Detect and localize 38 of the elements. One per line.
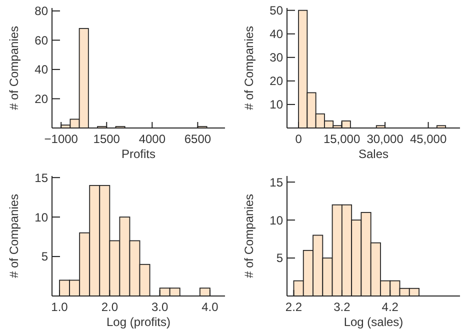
y-tick-label: 20 xyxy=(34,92,48,106)
x-tick-label: 15,000 xyxy=(323,132,360,146)
x-axis-title: Profits xyxy=(121,147,156,161)
y-tick-label: 15 xyxy=(34,170,48,185)
x-tick-label: 4000 xyxy=(138,132,166,146)
y-tick-label: 40 xyxy=(34,62,48,77)
y-axis-title: # of Companies xyxy=(242,26,256,110)
x-axis-title: Sales xyxy=(358,147,389,161)
x-tick-label: 4.2 xyxy=(382,300,399,314)
x-tick-label: 45,000 xyxy=(410,132,447,146)
y-tick-label: 5 xyxy=(41,250,48,264)
y-tick-label: 50 xyxy=(270,4,284,18)
y-axis-title: # of Companies xyxy=(7,194,21,278)
x-tick-label: 30,000 xyxy=(366,132,404,146)
x-axis-title: Log (sales) xyxy=(344,315,404,329)
x-tick-label: 3.2 xyxy=(334,300,351,314)
y-tick-label: 40 xyxy=(270,27,284,42)
x-tick-label: 3.0 xyxy=(151,300,168,314)
y-tick-label: 10 xyxy=(270,98,284,112)
y-tick-label: 20 xyxy=(270,74,284,88)
y-tick-label: 60 xyxy=(34,33,48,48)
y-axis-title: # of Companies xyxy=(242,194,256,278)
x-tick-label: 2.2 xyxy=(285,300,302,314)
y-tick-label: 10 xyxy=(34,210,48,224)
x-tick-label: 2.0 xyxy=(101,300,118,314)
x-tick-label: 0 xyxy=(295,132,302,146)
y-tick-label: 30 xyxy=(270,50,284,65)
x-tick-label: −1000 xyxy=(44,132,78,146)
x-tick-label: 1.0 xyxy=(51,300,68,314)
x-tick-label: 4.0 xyxy=(202,300,219,314)
y-tick-label: 10 xyxy=(270,213,284,228)
x-axis-title: Log (profits) xyxy=(106,315,171,329)
y-tick-label: 80 xyxy=(34,4,48,18)
y-tick-label: 5 xyxy=(276,251,284,266)
x-tick-label: 1500 xyxy=(93,132,120,146)
x-tick-label: 6500 xyxy=(184,132,212,146)
y-axis-title: # of Companies xyxy=(7,26,21,110)
y-tick-label: 15 xyxy=(270,175,284,190)
